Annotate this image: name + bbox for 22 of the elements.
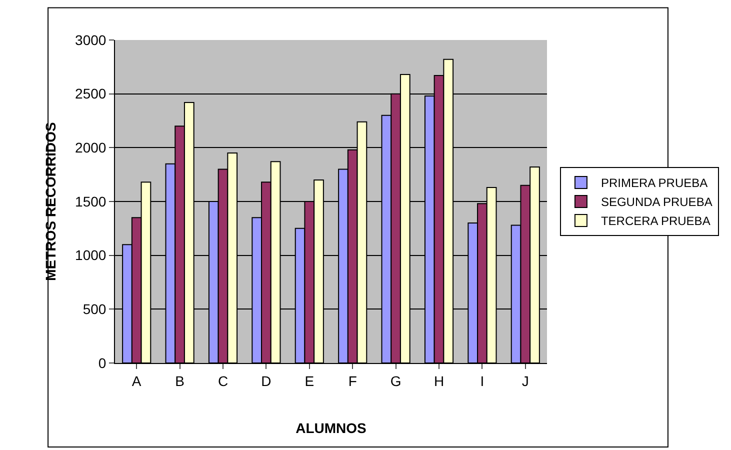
y-tick-label: 1000	[75, 247, 106, 264]
x-axis-title: ALUMNOS	[296, 420, 366, 436]
legend-label: SEGUNDA PRUEBA	[600, 195, 712, 210]
x-tick-label: G	[390, 372, 402, 389]
y-tick-label: 2000	[75, 140, 106, 156]
x-tick-label: A	[132, 372, 142, 389]
y-tick-label: 500	[82, 301, 106, 318]
legend-label: TERCERA PRUEBA	[600, 214, 710, 228]
x-tick-label: I	[480, 372, 484, 389]
x-tick-label: H	[434, 372, 444, 389]
y-axis-title: METROS RECORRIDOS	[42, 122, 59, 281]
legend-label: PRIMERA PRUEBA	[600, 176, 708, 190]
x-tick-label: B	[175, 372, 184, 389]
y-tick-label: 0	[98, 354, 106, 371]
x-tick-label: J	[522, 372, 529, 389]
x-tick-label: C	[218, 372, 228, 389]
y-tick-label: 3000	[75, 32, 106, 48]
x-tick-label: F	[348, 372, 357, 389]
x-tick-label: D	[261, 372, 272, 389]
y-tick-label: 2500	[75, 86, 106, 102]
y-tick-label: 1500	[75, 193, 106, 210]
x-tick-label: E	[304, 372, 314, 389]
